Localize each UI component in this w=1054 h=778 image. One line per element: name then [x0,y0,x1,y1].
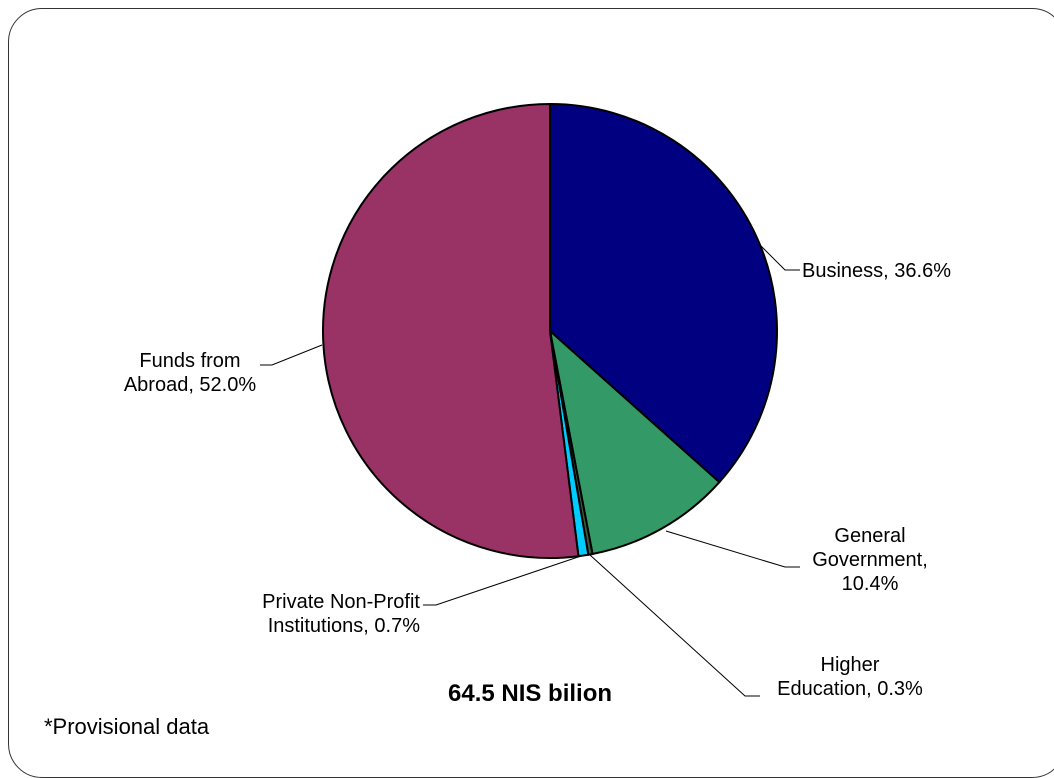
slice-label-general-government: General Government, 10.4% [812,525,928,595]
leader-line-higher-education [589,554,760,697]
pie-chart: Business, 36.6% General Government, 10.4% Hi… [124,102,951,700]
slice-label-line: Institutions, 0.7% [268,615,421,637]
pie-slice-general-government [548,328,721,556]
leader-line-business [759,244,800,271]
leader-line-funds-from-abroad [260,344,323,366]
footnote: *Provisional data [44,714,210,739]
slice-label-line: 10.4% [842,573,899,595]
slice-label-higher-education: Higher Education, 0.3% [777,654,923,700]
leader-lines [260,244,800,697]
slice-label-line: Higher [821,654,880,676]
pie-slice-business [549,102,778,484]
slice-label-line: Education, 0.3% [777,678,923,700]
slice-label-private-non-profit-institutions: Private Non-Profit Institutions, 0.7% [262,591,420,637]
slice-label-line: Government, [812,549,928,571]
slice-label-funds-from-abroad: Funds from Abroad, 52.0% [124,350,257,396]
slice-label-line: General [834,525,905,547]
slice-label-business: Business, 36.6% [802,260,951,282]
leader-line-private-non-profit-institutions [423,555,582,606]
slice-label-line: Business, 36.6% [802,260,951,282]
leader-line-general-government [665,530,800,568]
slice-label-line: Abroad, 52.0% [124,374,257,396]
total-label: 64.5 NIS bilion [448,680,613,707]
slice-label-line: Funds from [139,350,240,372]
slice-labels: Business, 36.6% General Government, 10.4% Hi… [124,260,951,700]
pie-slices [322,102,778,559]
pie-slice-funds-from-abroad [322,102,580,559]
slice-label-line: Private Non-Profit [262,591,420,613]
